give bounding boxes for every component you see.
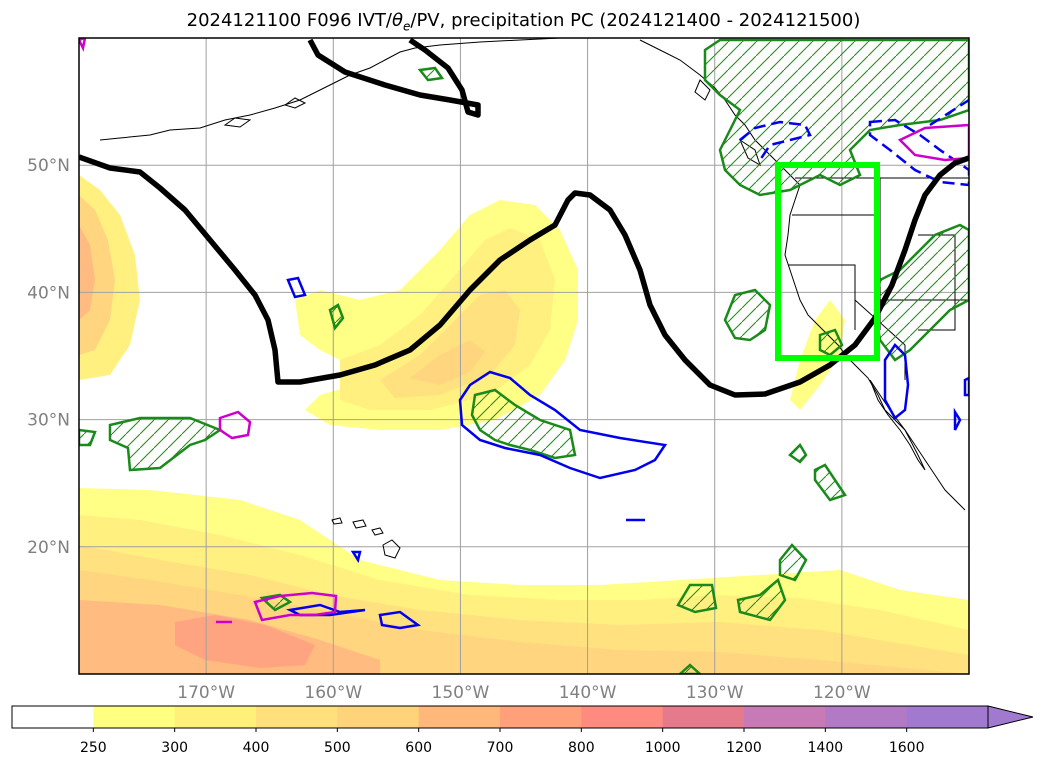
lat-tick-label: 40°N (27, 283, 70, 303)
colorbar-segment (581, 706, 664, 728)
longitude-labels: 170°W 160°W 150°W 140°W 130°W 120°W (177, 683, 871, 703)
colorbar-level-label: 400 (243, 740, 270, 756)
colorbar-level-label: 1200 (726, 740, 762, 756)
colorbar-segment (744, 706, 826, 728)
lat-tick-label: 20°N (27, 538, 70, 558)
colorbar-segment (906, 706, 989, 728)
colorbar-segment (12, 706, 94, 728)
colorbar (11, 705, 1034, 729)
colorbar-segment (256, 706, 338, 728)
colorbar-level-label: 1000 (645, 740, 681, 756)
precip-contours (79, 38, 969, 674)
colorbar-segment (500, 706, 582, 728)
theta-e-contours (286, 98, 969, 630)
lon-tick-label: 170°W (177, 683, 235, 703)
lat-tick-label: 30°N (27, 411, 70, 431)
precip-nw-region (703, 38, 969, 197)
colorbar-level-label: 300 (161, 740, 188, 756)
lon-tick-label: 140°W (559, 683, 617, 703)
lon-tick-label: 120°W (813, 683, 871, 703)
colorbar-level-label: 1400 (808, 740, 844, 756)
colorbar-level-label: 800 (568, 740, 595, 756)
colorbar-segment (418, 706, 501, 728)
colorbar-level-label: 600 (405, 740, 432, 756)
lon-tick-label: 150°W (432, 683, 490, 703)
lat-tick-label: 50°N (27, 156, 70, 176)
colorbar-level-label: 700 (487, 740, 514, 756)
highlight-box (775, 162, 880, 361)
magenta-contours (79, 38, 969, 624)
map-area (79, 38, 969, 674)
colorbar-segment (174, 706, 257, 728)
map-frame (78, 37, 970, 675)
latitude-labels: 50°N 40°N 30°N 20°N (27, 156, 70, 558)
lon-tick-label: 130°W (686, 683, 744, 703)
colorbar-segment (337, 706, 420, 728)
colorbar-labels: 250 300 400 500 600 700 800 1000 1200 1400 1600 (80, 728, 925, 756)
colorbar-segment (825, 706, 908, 728)
colorbar-segment (93, 706, 176, 728)
colorbar-segment (662, 706, 745, 728)
colorbar-extend-arrow (987, 705, 1034, 729)
colorbar-level-label: 500 (324, 740, 351, 756)
colorbar-level-label: 250 (80, 740, 107, 756)
colorbar-level-label: 1600 (889, 740, 925, 756)
figure-title: 2024121100 F096 IVT/θe/PV, precipitation… (186, 10, 861, 34)
lon-tick-label: 160°W (304, 683, 362, 703)
